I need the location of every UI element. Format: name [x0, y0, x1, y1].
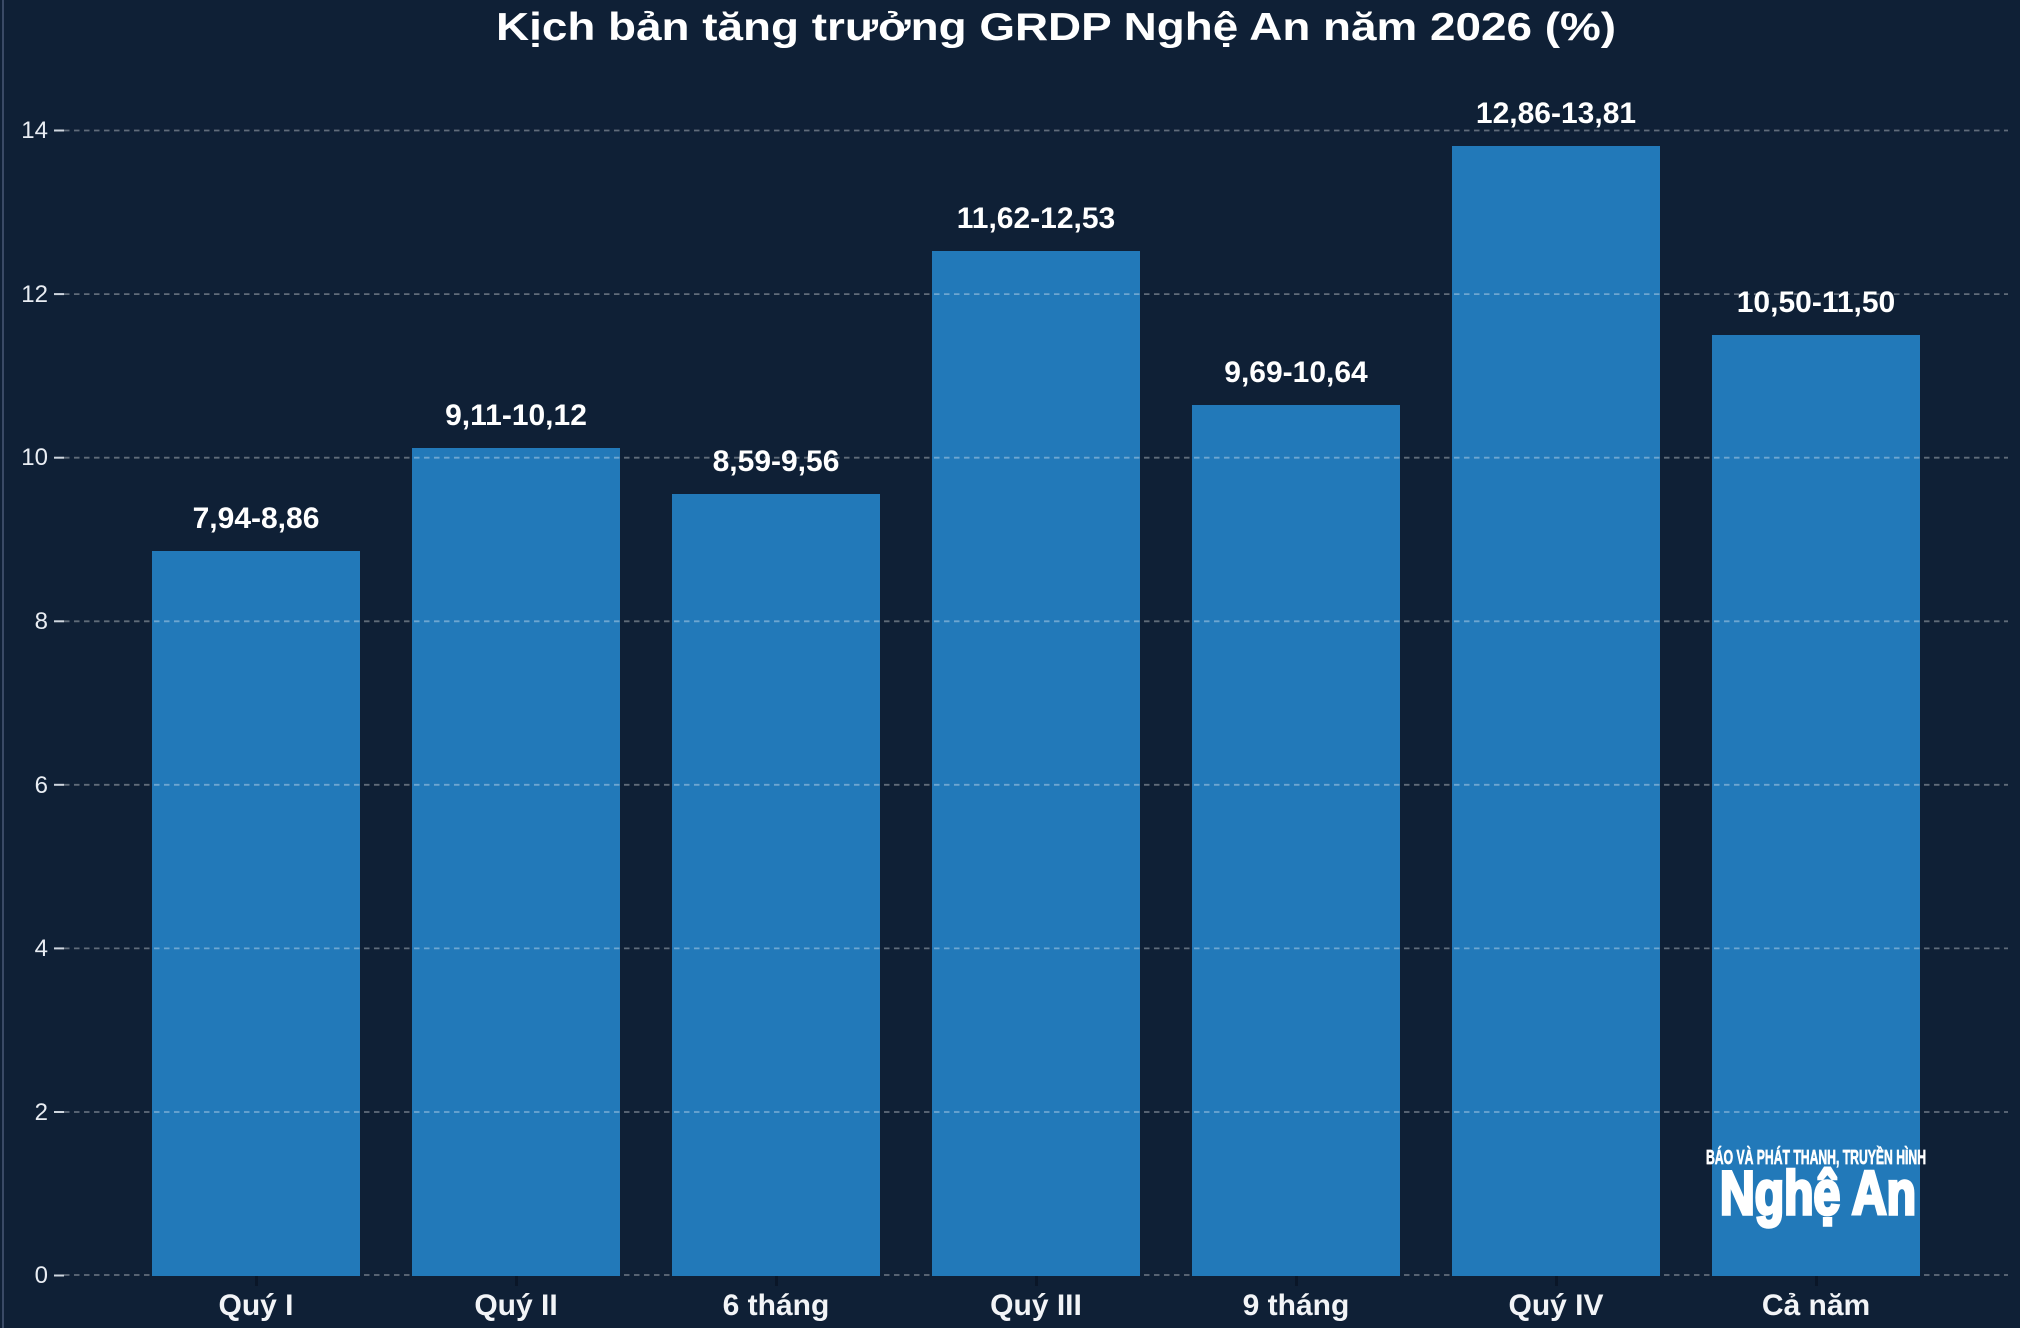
svg-text:Kịch bản tăng trưởng GRDP Nghệ: Kịch bản tăng trưởng GRDP Nghệ An năm 20… — [496, 6, 1616, 49]
svg-text:Nghệ An: Nghệ An — [1720, 1159, 1916, 1227]
svg-text:BÁO VÀ PHÁT THANH, TRUYỀN HÌNH: BÁO VÀ PHÁT THANH, TRUYỀN HÌNH — [1706, 1146, 1926, 1169]
